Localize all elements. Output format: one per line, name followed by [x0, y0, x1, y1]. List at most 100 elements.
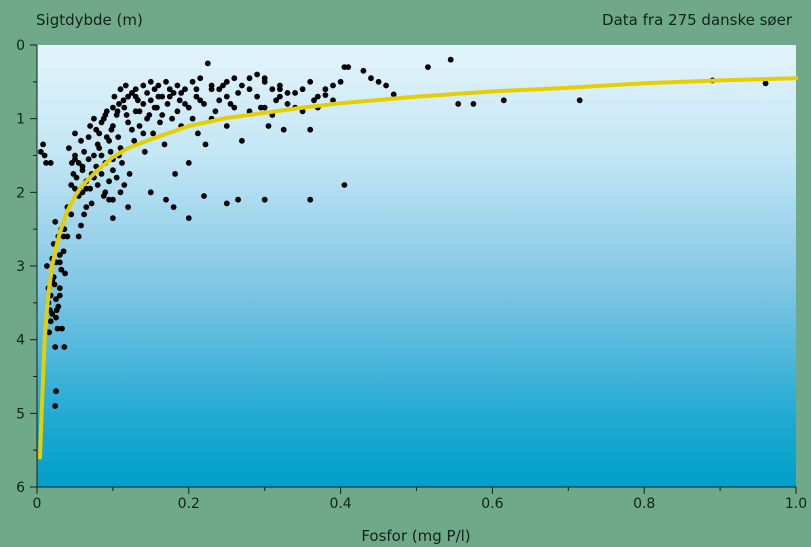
- data-point: [284, 101, 291, 107]
- data-point: [79, 189, 86, 196]
- data-point: [170, 90, 177, 96]
- data-point: [307, 196, 314, 203]
- data-point: [185, 215, 192, 222]
- data-point: [75, 160, 82, 166]
- data-point: [762, 80, 769, 87]
- data-point: [261, 196, 268, 203]
- data-point: [141, 148, 148, 155]
- annotation: Data fra 275 danske søer: [602, 11, 793, 29]
- data-point: [103, 134, 110, 141]
- data-point: [54, 325, 61, 332]
- data-point: [87, 123, 93, 129]
- data-point: [375, 78, 382, 85]
- data-point: [56, 259, 63, 266]
- data-point: [235, 196, 242, 203]
- data-point: [174, 82, 181, 89]
- data-point: [58, 266, 65, 273]
- data-point: [368, 75, 374, 82]
- data-point: [61, 344, 68, 350]
- data-point: [166, 93, 173, 100]
- data-point: [52, 344, 59, 350]
- data-point: [202, 141, 209, 148]
- data-point: [447, 56, 454, 63]
- data-point: [123, 112, 130, 118]
- data-point: [345, 64, 352, 70]
- data-point: [265, 123, 272, 129]
- data-point: [106, 178, 112, 185]
- data-point: [136, 123, 143, 129]
- data-point: [40, 141, 46, 148]
- data-point: [455, 101, 462, 107]
- x-tick-label: 0.6: [481, 496, 503, 512]
- data-point: [98, 119, 105, 126]
- data-point: [132, 93, 139, 100]
- data-point: [201, 101, 207, 107]
- y-axis-title: Sigtdybde (m): [36, 11, 143, 29]
- data-point: [106, 196, 112, 203]
- data-point: [56, 285, 63, 291]
- data-point: [85, 156, 92, 163]
- data-point: [330, 82, 336, 89]
- data-point: [231, 104, 238, 111]
- data-point: [100, 193, 107, 199]
- data-point: [115, 134, 122, 141]
- data-point: [172, 171, 179, 177]
- y-tick-label: 5: [16, 406, 25, 422]
- data-point: [147, 189, 154, 196]
- data-point: [116, 101, 122, 107]
- data-point: [53, 314, 59, 321]
- data-point: [52, 403, 59, 409]
- data-point: [147, 97, 154, 104]
- data-point: [140, 82, 147, 89]
- data-point: [126, 171, 133, 177]
- data-point: [144, 115, 151, 122]
- data-point: [150, 130, 157, 137]
- data-point: [223, 78, 230, 85]
- data-point: [68, 211, 75, 218]
- data-point: [576, 97, 583, 104]
- data-point: [201, 193, 207, 199]
- data-point: [114, 108, 121, 115]
- data-point: [151, 86, 158, 93]
- data-point: [110, 167, 116, 174]
- data-point: [231, 75, 238, 82]
- data-point: [52, 218, 59, 225]
- data-point: [121, 182, 128, 188]
- fit-curve: [38, 76, 798, 460]
- data-point: [157, 119, 163, 126]
- data-point: [500, 97, 507, 104]
- data-point: [125, 204, 131, 211]
- data-point: [174, 108, 181, 115]
- data-point: [111, 93, 118, 100]
- data-point: [341, 182, 348, 188]
- data-point: [122, 82, 129, 89]
- data-point: [166, 86, 173, 93]
- data-point: [337, 78, 344, 85]
- y-tick-label: 6: [16, 480, 25, 496]
- y-tick-label: 1: [16, 112, 25, 128]
- data-point: [280, 126, 287, 133]
- data-point: [85, 134, 92, 141]
- data-point: [311, 97, 317, 104]
- data-point: [269, 86, 276, 93]
- data-point: [208, 82, 215, 89]
- data-point: [277, 86, 283, 93]
- data-point: [81, 211, 87, 218]
- data-point: [44, 263, 50, 269]
- data-point: [155, 93, 162, 100]
- y-tick-label: 2: [16, 185, 25, 201]
- data-point: [163, 78, 169, 85]
- data-point: [193, 93, 200, 100]
- data-point: [56, 292, 63, 299]
- plot-area: [37, 45, 796, 487]
- data-point: [223, 93, 230, 100]
- data-point: [75, 233, 82, 240]
- data-point: [330, 97, 336, 104]
- data-point: [227, 101, 234, 107]
- data-point: [383, 82, 389, 89]
- data-point: [176, 97, 183, 104]
- x-tick-label: 0.2: [178, 496, 200, 512]
- data-point: [261, 104, 268, 111]
- data-point: [144, 90, 151, 96]
